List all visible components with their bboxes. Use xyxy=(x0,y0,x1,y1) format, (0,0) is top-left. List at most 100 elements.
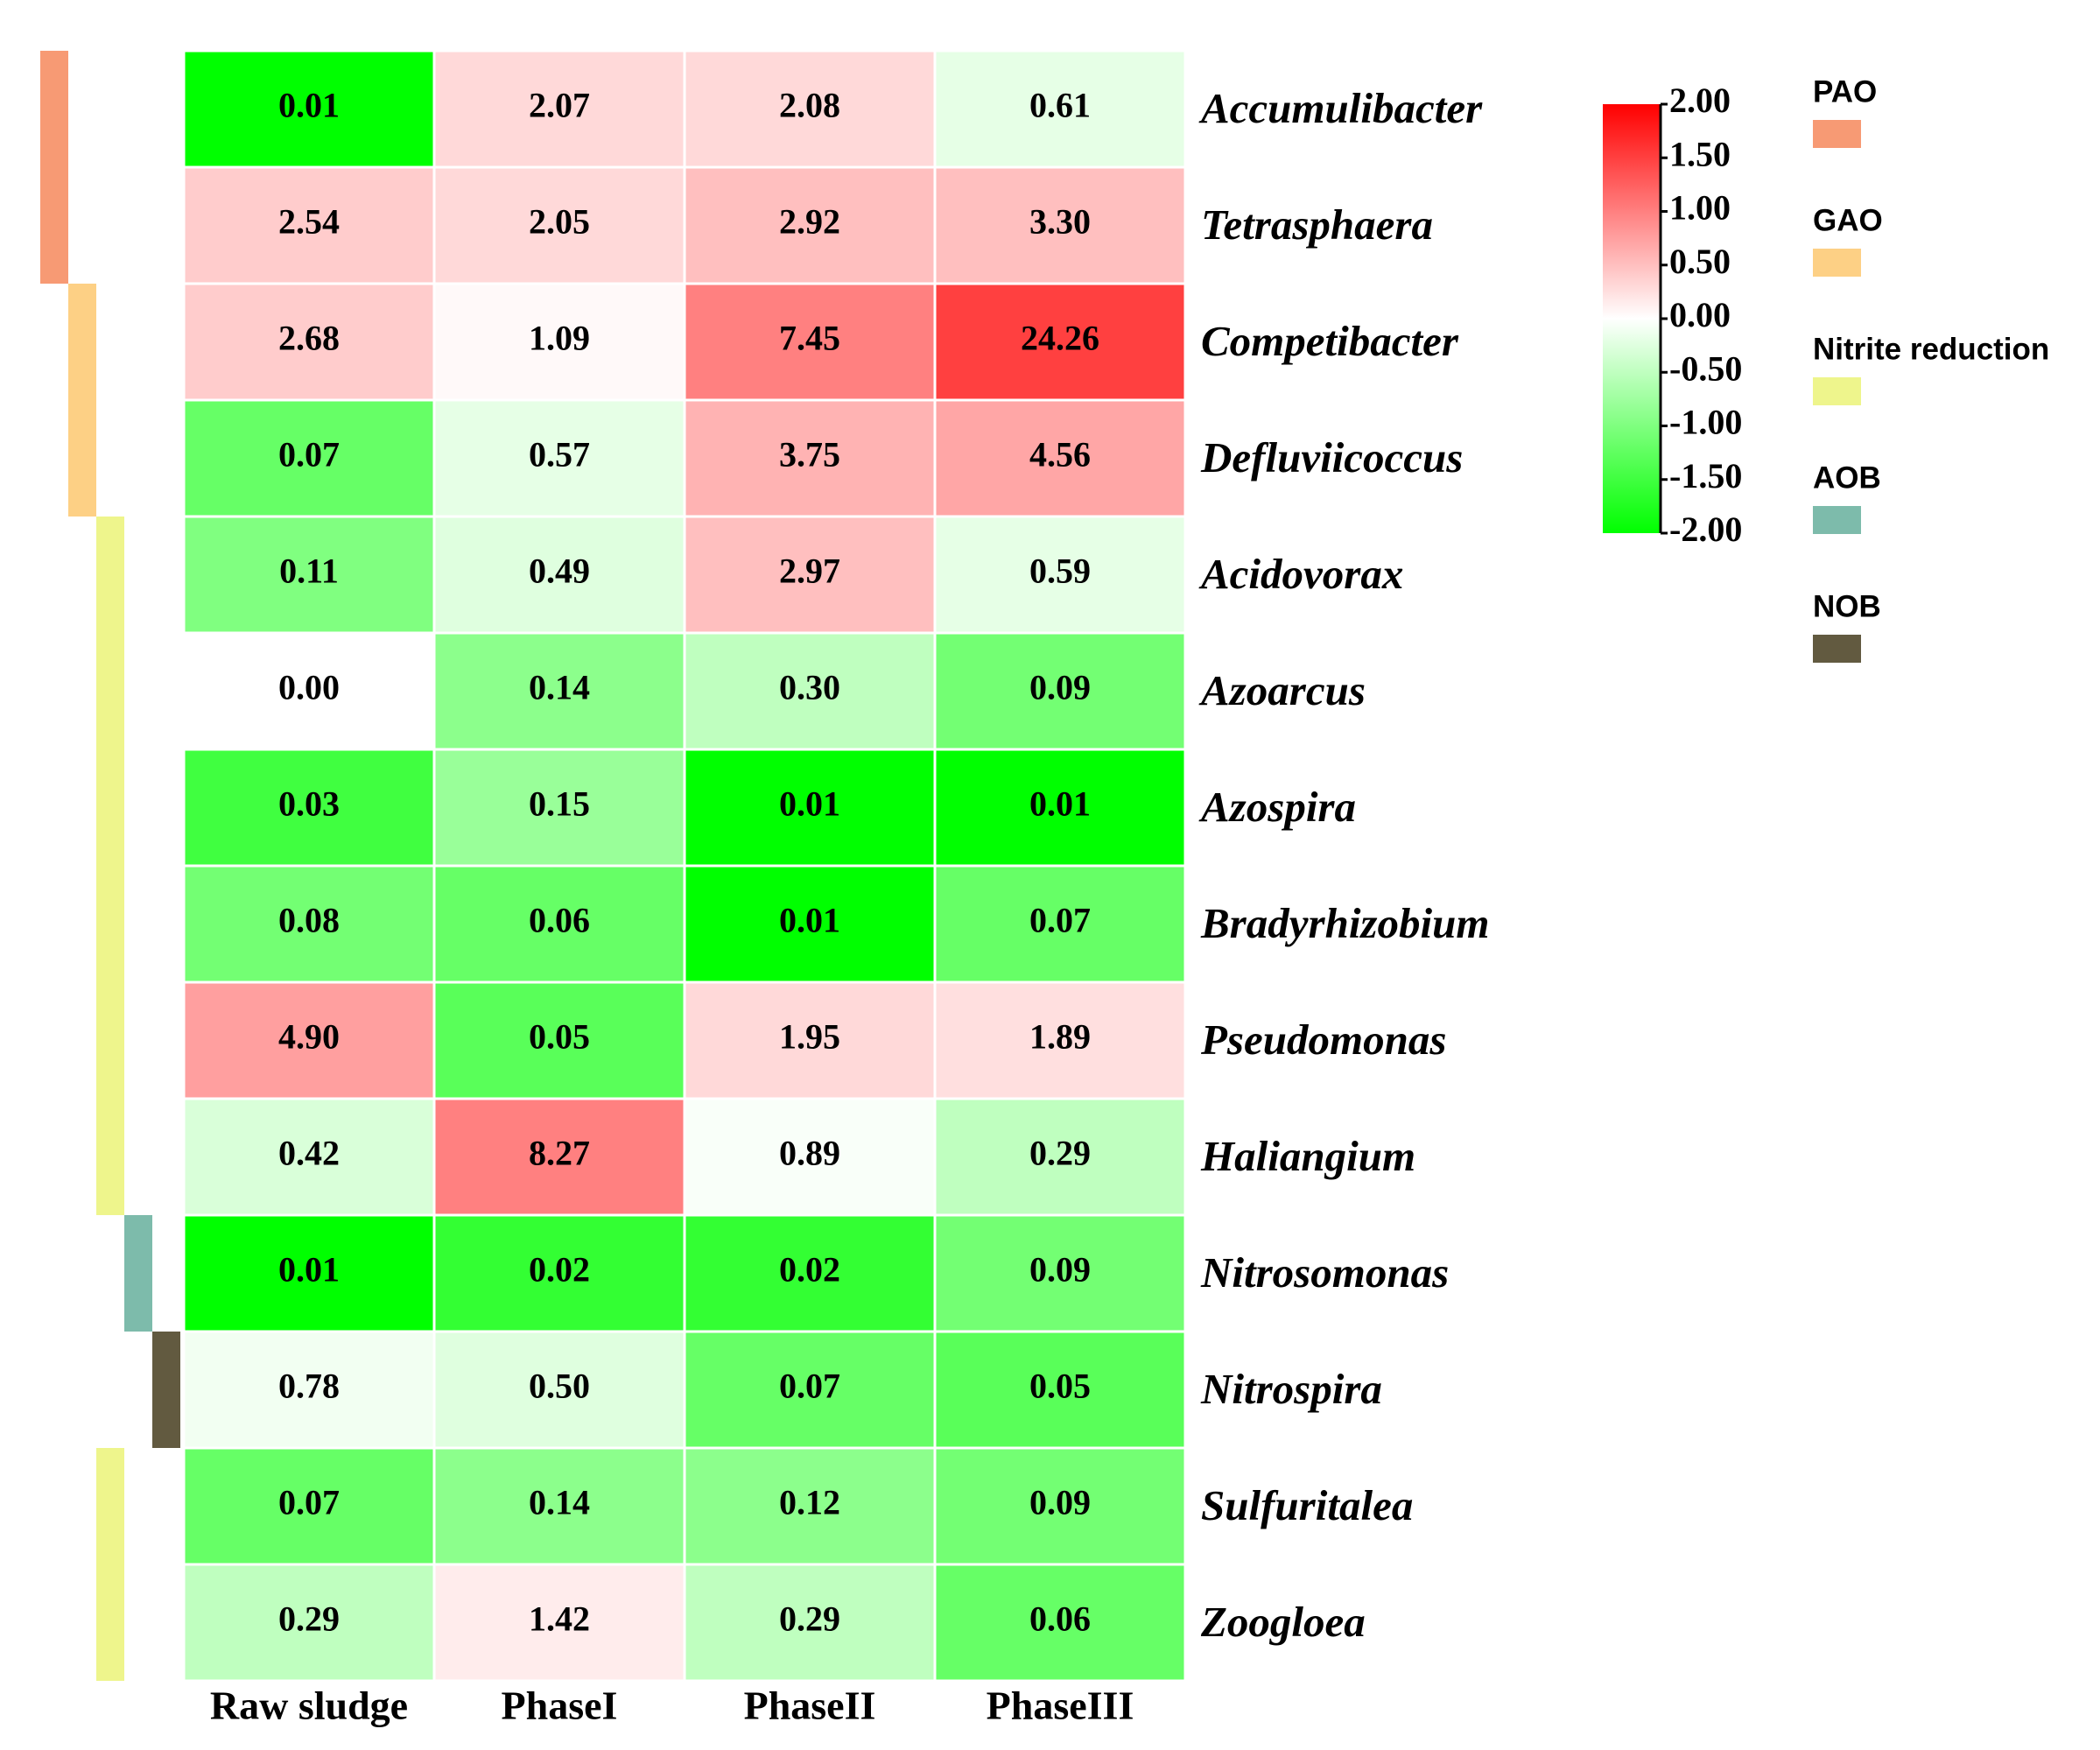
colorbar-tick-label: 0.50 xyxy=(1669,242,1731,281)
cell-label: 0.01 xyxy=(278,1250,340,1290)
colorbar-tick-label: -2.00 xyxy=(1669,510,1742,549)
heat-cell xyxy=(933,1330,1187,1450)
row-label: Acidovorax xyxy=(1198,550,1403,598)
heat-cell xyxy=(683,1097,937,1217)
cell-label: 0.05 xyxy=(1029,1367,1091,1406)
heat-cell xyxy=(182,1330,436,1450)
cell-label: 0.01 xyxy=(779,901,840,940)
cell-label: 0.11 xyxy=(279,552,339,591)
row-label: Competibacter xyxy=(1201,317,1459,365)
cell-label: 0.07 xyxy=(278,435,340,474)
cell-label: 2.92 xyxy=(779,202,840,242)
cell-label: 1.42 xyxy=(529,1599,590,1639)
cell-label: 0.02 xyxy=(779,1250,840,1290)
row-label: Nitrospira xyxy=(1200,1365,1382,1413)
cell-label: 0.49 xyxy=(529,552,590,591)
heat-cell xyxy=(432,282,686,402)
cell-label: 3.75 xyxy=(779,435,840,474)
heat-cell xyxy=(933,1563,1187,1683)
cell-label: 0.06 xyxy=(529,901,590,940)
group-bar xyxy=(96,517,124,1215)
colorbar-tick-label: 2.00 xyxy=(1669,81,1731,120)
heat-cell xyxy=(933,631,1187,751)
heat-cell xyxy=(432,515,686,635)
legend-swatch xyxy=(1813,249,1861,277)
cell-label: 0.05 xyxy=(529,1017,590,1057)
column-label: PhaseI xyxy=(502,1683,618,1728)
cell-label: 0.29 xyxy=(779,1599,840,1639)
row-label: Azospira xyxy=(1198,783,1356,831)
group-bar xyxy=(124,1215,152,1332)
cell-label: 0.57 xyxy=(529,435,590,474)
heat-cell xyxy=(432,1563,686,1683)
cell-label: 1.09 xyxy=(529,319,590,358)
cell-label: 24.26 xyxy=(1021,319,1099,358)
row-label: Azoarcus xyxy=(1198,666,1366,714)
heat-cell xyxy=(182,49,436,169)
cell-label: 8.27 xyxy=(529,1134,590,1173)
group-bar xyxy=(96,1448,124,1681)
legend-swatch xyxy=(1813,377,1861,405)
heat-cell xyxy=(933,49,1187,169)
column-label: Raw sludge xyxy=(210,1683,408,1728)
cell-label: 0.00 xyxy=(278,668,340,707)
cell-label: 0.09 xyxy=(1029,1250,1091,1290)
cell-label: 0.01 xyxy=(779,784,840,824)
legend-swatch xyxy=(1813,120,1861,148)
cell-label: 0.09 xyxy=(1029,1483,1091,1522)
group-bar xyxy=(40,51,68,284)
colorbar-tick-label: -0.50 xyxy=(1669,348,1742,388)
cell-label: 1.95 xyxy=(779,1017,840,1057)
heat-cell xyxy=(182,515,436,635)
heat-cell xyxy=(432,165,686,285)
heat-cell xyxy=(182,1097,436,1217)
cell-label: 0.78 xyxy=(278,1367,340,1406)
row-label: Bradyrhizobium xyxy=(1200,899,1489,947)
row-label: Defluviicoccus xyxy=(1200,433,1463,481)
heat-cell xyxy=(683,1446,937,1566)
heat-cell xyxy=(933,165,1187,285)
row-label: Tetrasphaera xyxy=(1201,200,1433,249)
cell-label: 0.29 xyxy=(1029,1134,1091,1173)
cell-label: 0.12 xyxy=(779,1483,840,1522)
heat-cell xyxy=(683,1563,937,1683)
heat-cell xyxy=(683,864,937,984)
cell-label: 2.97 xyxy=(779,552,840,591)
heat-cell xyxy=(683,515,937,635)
heat-cell xyxy=(683,1213,937,1333)
colorbar-tick-label: -1.00 xyxy=(1669,403,1742,442)
heat-cell xyxy=(182,1563,436,1683)
cell-label: 0.42 xyxy=(278,1134,340,1173)
heat-cell xyxy=(182,864,436,984)
cell-label: 0.01 xyxy=(1029,784,1091,824)
legend-label: AOB xyxy=(1813,460,1881,495)
group-bar xyxy=(68,284,96,517)
cell-label: 0.09 xyxy=(1029,668,1091,707)
heat-cell xyxy=(432,1330,686,1450)
row-label: Sulfuritalea xyxy=(1201,1481,1413,1529)
cell-label: 0.01 xyxy=(278,86,340,125)
heat-cell xyxy=(683,49,937,169)
cell-label: 0.08 xyxy=(278,901,340,940)
cell-label: 0.29 xyxy=(278,1599,340,1639)
heat-cell xyxy=(933,1097,1187,1217)
cell-label: 0.07 xyxy=(278,1483,340,1522)
legend-swatch xyxy=(1813,635,1861,663)
colorbar-tick-label: 1.00 xyxy=(1669,188,1731,228)
row-label: Accumulibacter xyxy=(1198,84,1483,132)
heat-cell xyxy=(432,1213,686,1333)
cell-label: 2.07 xyxy=(529,86,590,125)
legend-swatch xyxy=(1813,506,1861,534)
heat-cell xyxy=(683,748,937,868)
heat-cell xyxy=(933,398,1187,518)
heat-cell xyxy=(182,1446,436,1566)
column-label: PhaseII xyxy=(744,1683,876,1728)
heat-cell xyxy=(933,1446,1187,1566)
legend-label: Nitrite reduction xyxy=(1813,332,2049,366)
heat-cell xyxy=(933,1213,1187,1333)
cell-label: 2.08 xyxy=(779,86,840,125)
colorbar-tick-label: 0.00 xyxy=(1669,295,1731,334)
cell-label: 3.30 xyxy=(1029,202,1091,242)
cell-label: 4.90 xyxy=(278,1017,340,1057)
